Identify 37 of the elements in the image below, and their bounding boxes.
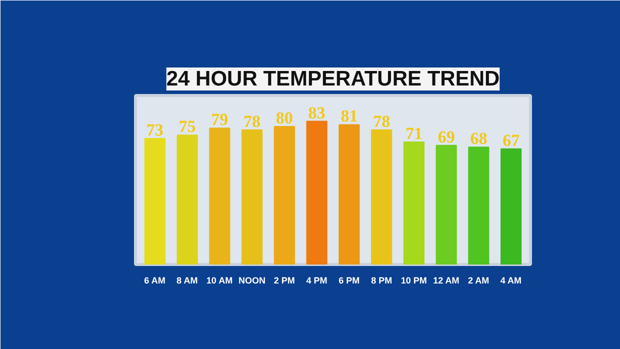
bar xyxy=(274,126,295,264)
bar xyxy=(209,128,230,264)
x-tick-label: 10 AM xyxy=(206,276,233,286)
bar xyxy=(338,124,360,264)
data-label: 67 xyxy=(502,130,520,150)
bar xyxy=(242,129,263,264)
bar xyxy=(500,148,522,264)
data-label: 83 xyxy=(308,103,326,122)
bar xyxy=(436,144,457,264)
data-label: 71 xyxy=(405,124,422,143)
bar xyxy=(306,120,328,264)
data-label: 69 xyxy=(438,127,455,146)
bar xyxy=(144,138,166,264)
x-tick-label: 6 PM xyxy=(338,276,360,286)
x-tick-label: 10 PM xyxy=(400,276,427,286)
x-tick-label: 4 AM xyxy=(500,276,522,286)
data-label: 79 xyxy=(211,110,228,130)
x-tick-label: 2 PM xyxy=(274,276,295,286)
x-tick-label: 8 AM xyxy=(176,276,198,286)
data-label: 78 xyxy=(244,112,261,131)
data-label: 81 xyxy=(340,106,358,126)
data-label: 73 xyxy=(146,120,164,140)
bar xyxy=(176,134,198,264)
data-label: 68 xyxy=(470,129,488,148)
chart-title: 24 HOUR TEMPERATURE TREND xyxy=(166,68,500,90)
x-tick-label: 6 AM xyxy=(144,276,166,286)
bar xyxy=(371,129,392,264)
x-tick-label: 8 PM xyxy=(371,276,392,286)
x-tick-label: 4 PM xyxy=(306,276,328,286)
x-tick-label: NOON xyxy=(238,276,266,286)
bar xyxy=(468,146,490,264)
data-label: 75 xyxy=(178,117,196,136)
x-tick-label: 12 AM xyxy=(433,276,460,286)
x-tick-label: 2 AM xyxy=(468,276,490,286)
data-label: 78 xyxy=(373,112,390,131)
bar xyxy=(403,141,424,264)
data-label: 80 xyxy=(276,108,293,128)
